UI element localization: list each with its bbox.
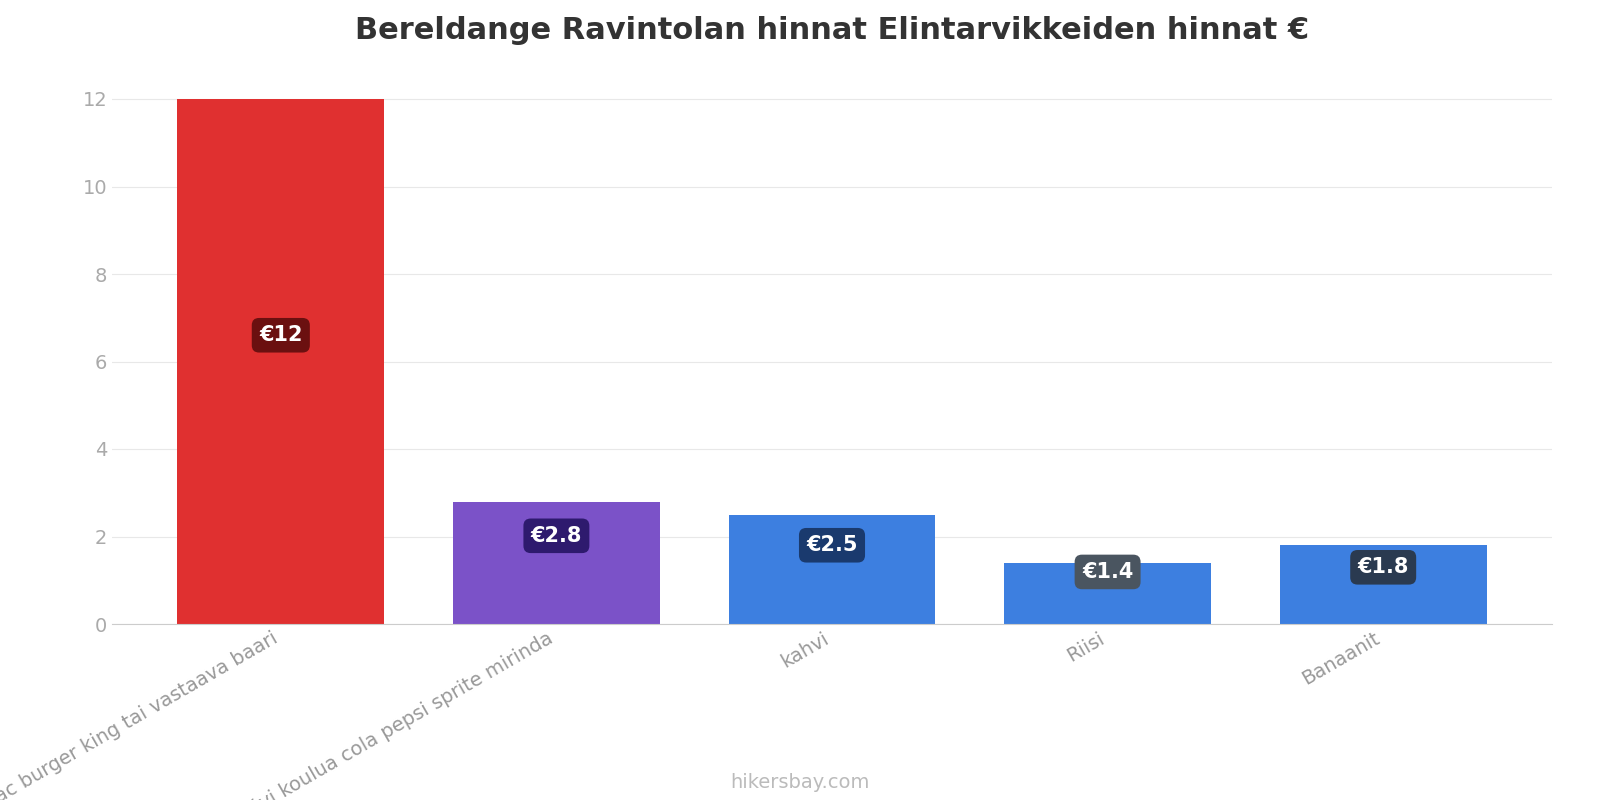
Bar <box>1280 546 1486 624</box>
Text: €12: €12 <box>259 326 302 346</box>
Text: €1.4: €1.4 <box>1082 562 1133 582</box>
Bar <box>178 99 384 624</box>
Title: Bereldange Ravintolan hinnat Elintarvikkeiden hinnat €: Bereldange Ravintolan hinnat Elintarvikk… <box>355 16 1309 45</box>
Bar <box>453 502 659 624</box>
Text: €2.5: €2.5 <box>806 535 858 555</box>
Text: €1.8: €1.8 <box>1357 558 1410 578</box>
Text: €2.8: €2.8 <box>531 526 582 546</box>
Bar <box>728 514 936 624</box>
Text: hikersbay.com: hikersbay.com <box>730 773 870 792</box>
Bar <box>1005 562 1211 624</box>
